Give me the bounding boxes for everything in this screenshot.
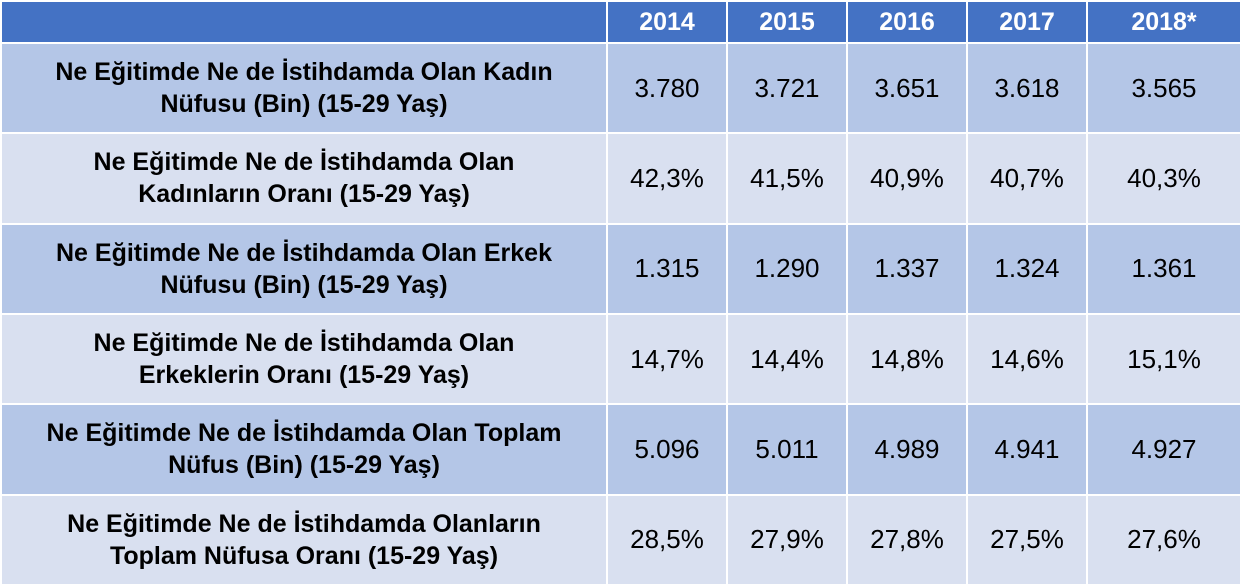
- table-cell: 5.011: [726, 403, 848, 496]
- table-cell: 40,3%: [1086, 132, 1240, 225]
- table-cell: 4.989: [846, 403, 968, 496]
- row-label-female-rate: Ne Eğitimde Ne de İstihdamda Olan Kadınl…: [0, 132, 608, 225]
- table-cell: 5.096: [606, 403, 728, 496]
- table-row: Ne Eğitimde Ne de İstihdamda Olan Kadınl…: [0, 132, 1240, 225]
- table-cell: 3.651: [846, 41, 968, 135]
- column-header-2018: 2018*: [1086, 0, 1240, 44]
- row-label-total-rate: Ne Eğitimde Ne de İstihdamda Olanların T…: [0, 493, 608, 586]
- row-label-male-rate: Ne Eğitimde Ne de İstihdamda Olan Erkekl…: [0, 312, 608, 406]
- table-cell: 27,5%: [966, 493, 1088, 586]
- table-cell: 15,1%: [1086, 312, 1240, 406]
- table-cell: 42,3%: [606, 132, 728, 225]
- table-cell: 1.315: [606, 222, 728, 315]
- table-cell: 14,4%: [726, 312, 848, 406]
- table-cell: 28,5%: [606, 493, 728, 586]
- table-cell: 27,9%: [726, 493, 848, 586]
- table-cell: 27,6%: [1086, 493, 1240, 586]
- row-label-female-population: Ne Eğitimde Ne de İstihdamda Olan Kadın …: [0, 41, 608, 135]
- table-cell: 3.618: [966, 41, 1088, 135]
- column-header-2015: 2015: [726, 0, 848, 44]
- table-cell: 1.290: [726, 222, 848, 315]
- table-cell: 14,6%: [966, 312, 1088, 406]
- table-header: 2014 2015 2016 2017 2018*: [0, 0, 1240, 44]
- table-cell: 14,7%: [606, 312, 728, 406]
- table-row: Ne Eğitimde Ne de İstihdamda Olan Erkekl…: [0, 312, 1240, 406]
- table-cell: 4.927: [1086, 403, 1240, 496]
- table-cell: 1.361: [1086, 222, 1240, 315]
- table-cell: 4.941: [966, 403, 1088, 496]
- column-header-2017: 2017: [966, 0, 1088, 44]
- table-cell: 41,5%: [726, 132, 848, 225]
- table-cell: 1.337: [846, 222, 968, 315]
- table-cell: 40,9%: [846, 132, 968, 225]
- table-cell: 3.565: [1086, 41, 1240, 135]
- table-row: Ne Eğitimde Ne de İstihdamda Olan Kadın …: [0, 41, 1240, 135]
- column-header-2016: 2016: [846, 0, 968, 44]
- column-header-2014: 2014: [606, 0, 728, 44]
- table-row: Ne Eğitimde Ne de İstihdamda Olan Erkek …: [0, 222, 1240, 315]
- table-cell: 1.324: [966, 222, 1088, 315]
- header-corner-cell: [0, 0, 608, 44]
- table-cell: 40,7%: [966, 132, 1088, 225]
- table-row: Ne Eğitimde Ne de İstihdamda Olanların T…: [0, 493, 1240, 586]
- table-cell: 27,8%: [846, 493, 968, 586]
- table-cell: 3.780: [606, 41, 728, 135]
- table-row: Ne Eğitimde Ne de İstihdamda Olan Toplam…: [0, 403, 1240, 496]
- table-body: Ne Eğitimde Ne de İstihdamda Olan Kadın …: [0, 41, 1240, 586]
- header-row: 2014 2015 2016 2017 2018*: [0, 0, 1240, 44]
- table-cell: 14,8%: [846, 312, 968, 406]
- table-cell: 3.721: [726, 41, 848, 135]
- row-label-male-population: Ne Eğitimde Ne de İstihdamda Olan Erkek …: [0, 222, 608, 315]
- row-label-total-population: Ne Eğitimde Ne de İstihdamda Olan Toplam…: [0, 403, 608, 496]
